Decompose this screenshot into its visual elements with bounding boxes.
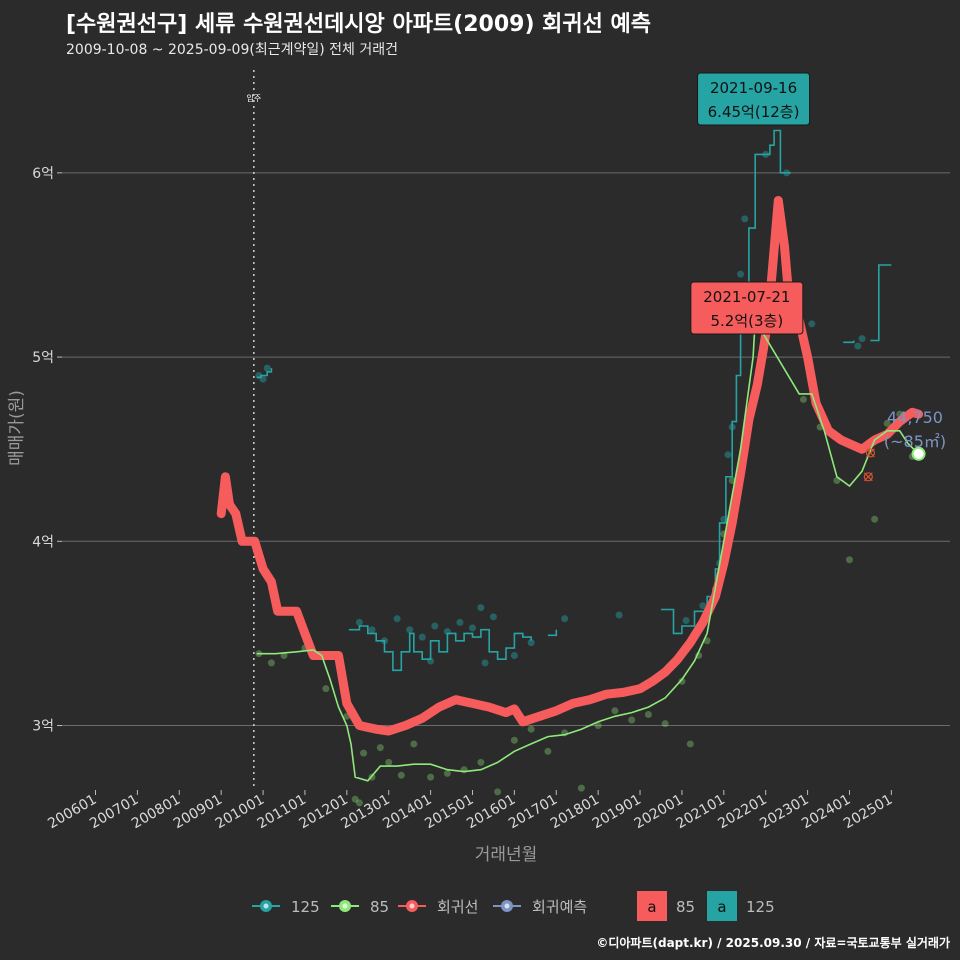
point-125	[527, 639, 535, 647]
point-85	[628, 716, 636, 724]
chart-subtitle: 2009-10-08 ~ 2025-09-09(최근계약일) 전체 거래건	[66, 42, 398, 58]
point-85	[594, 722, 602, 730]
point-85	[544, 747, 552, 755]
prediction-point	[911, 446, 926, 461]
point-125	[477, 604, 485, 612]
chart-title: [수원권선구] 세류 수원권선데시앙 아파트(2009) 회귀선 예측	[66, 12, 652, 37]
point-125	[393, 615, 401, 623]
marked-point	[863, 472, 873, 482]
annotation-value-85: 5.2억(3층)	[710, 312, 783, 330]
point-125	[510, 652, 518, 660]
move-in-label: 입주	[246, 94, 261, 103]
legend-label-s85: 85	[370, 898, 389, 916]
point-125	[741, 215, 749, 223]
legend-label-s125: 125	[291, 898, 320, 916]
annotation-date-85: 2021-07-21	[703, 288, 790, 306]
legend-marker-dot	[504, 903, 510, 909]
point-85	[443, 769, 451, 777]
point-85	[845, 556, 853, 564]
point-125	[368, 626, 376, 634]
point-125	[854, 342, 862, 350]
point-85	[661, 720, 669, 728]
annotation-box-85	[690, 281, 804, 335]
legend-box-s125	[707, 891, 737, 921]
point-85	[322, 685, 330, 693]
point-125	[561, 615, 569, 623]
line-125	[256, 129, 892, 672]
point-85	[360, 749, 368, 757]
point-125	[724, 451, 732, 459]
regression-line	[216, 196, 924, 736]
point-85	[355, 799, 363, 807]
legend-box-label: 85	[676, 898, 695, 916]
point-85	[477, 758, 485, 766]
legend-box-label: 125	[746, 898, 775, 916]
legend-box-regression	[637, 891, 667, 921]
point-85	[527, 725, 535, 733]
point-85	[577, 784, 585, 792]
marked-point-cross	[863, 472, 873, 482]
point-125	[699, 602, 707, 610]
point-85	[494, 788, 502, 796]
point-85	[427, 773, 435, 781]
point-85	[871, 515, 879, 523]
point-85	[376, 744, 384, 752]
point-125	[858, 335, 866, 343]
legend-label-prediction: 회귀예측	[532, 898, 587, 916]
legend-box-letter: a	[647, 898, 656, 916]
point-85	[799, 395, 807, 403]
point-125	[481, 659, 489, 667]
y-tick-label: 5억	[32, 350, 54, 366]
annotation-value-125: 6.45억(12층)	[708, 103, 800, 121]
point-125	[263, 364, 271, 372]
point-85	[686, 740, 694, 748]
point-85	[410, 740, 418, 748]
point-125	[456, 618, 464, 626]
point-85	[385, 758, 393, 766]
annotation-box-125	[697, 72, 811, 126]
point-85	[510, 736, 518, 744]
marked-point	[865, 448, 876, 458]
point-125	[355, 618, 363, 626]
point-85	[883, 419, 891, 427]
point-125	[406, 626, 414, 634]
x-axis-title: 거래년월	[475, 845, 538, 865]
prediction-value-label: 44,750	[887, 408, 943, 427]
point-85	[397, 771, 405, 779]
point-85	[678, 677, 686, 685]
source-caption: ©디아파트(dapt.kr) / 2025.09.30 / 자료=국토교통부 실…	[596, 936, 950, 950]
y-axis-title: 매매가(원)	[7, 390, 27, 466]
y-tick-label: 3억	[32, 719, 54, 735]
point-125	[489, 613, 497, 621]
line-85	[256, 317, 920, 782]
point-125	[682, 617, 690, 625]
point-85	[644, 710, 652, 718]
y-tick-label: 4억	[32, 534, 54, 550]
legend-marker-dot	[263, 903, 269, 909]
point-125	[737, 270, 745, 278]
point-125	[418, 633, 426, 641]
point-125	[808, 320, 816, 328]
point-85	[611, 707, 619, 715]
point-125	[468, 624, 476, 632]
point-85	[267, 659, 275, 667]
point-125	[615, 611, 623, 619]
legend-marker-dot	[342, 903, 348, 909]
y-tick-label: 6억	[32, 166, 54, 182]
point-125	[431, 622, 439, 630]
x-tick-label: 202501	[841, 792, 895, 833]
marked-point-cross	[865, 448, 875, 458]
annotation-date-125: 2021-09-16	[710, 79, 797, 97]
legend-box-letter: a	[717, 898, 726, 916]
legend-marker-dot	[409, 903, 415, 909]
prediction-area-label: (~85㎡)	[884, 432, 946, 451]
legend-label-regression: 회귀선	[437, 898, 478, 916]
point-85	[351, 795, 359, 803]
